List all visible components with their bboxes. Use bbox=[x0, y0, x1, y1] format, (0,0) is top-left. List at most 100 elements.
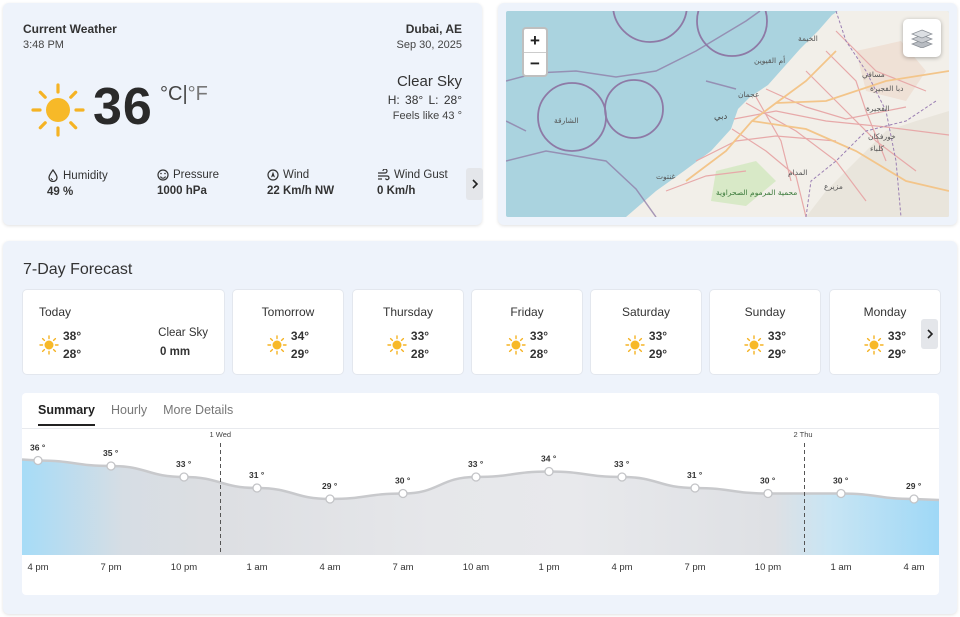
temperature-value-label: 33 ° bbox=[614, 459, 630, 469]
day-card-monday[interactable]: Monday 33° 29° bbox=[830, 290, 940, 374]
x-axis-label: 10 pm bbox=[171, 562, 197, 573]
wind-gust-label: Wind Gust bbox=[394, 169, 448, 181]
map-label-dubai: دبي bbox=[714, 112, 727, 122]
day-card-tomorrow[interactable]: Tomorrow 34° 29° bbox=[233, 290, 343, 374]
chevron-right-icon bbox=[471, 179, 478, 189]
temperature-value-label: 33 ° bbox=[176, 459, 192, 469]
low-temp: 29° bbox=[887, 347, 907, 361]
layers-button[interactable] bbox=[903, 19, 941, 57]
day-divider-label: 2 Thu bbox=[794, 430, 813, 439]
day-precipitation: 0 mm bbox=[160, 346, 191, 358]
temperature-point[interactable] bbox=[909, 494, 919, 504]
x-axis-label: 7 pm bbox=[100, 562, 121, 573]
chevron-right-icon bbox=[926, 329, 933, 339]
fahrenheit-unit[interactable]: °F bbox=[187, 83, 208, 105]
sun-icon bbox=[506, 335, 526, 355]
temperature-point[interactable] bbox=[763, 488, 773, 499]
x-axis-label: 1 am bbox=[246, 562, 267, 573]
current-weather-title: Current Weather bbox=[23, 22, 117, 36]
temperature-point[interactable] bbox=[252, 483, 262, 493]
map-label-ras-al-khaimah: الخيمة bbox=[798, 34, 818, 43]
x-axis-label: 4 pm bbox=[611, 562, 632, 573]
temperature-point[interactable] bbox=[617, 472, 627, 482]
tab-divider bbox=[22, 428, 939, 429]
map-label-hatta: مزيرع bbox=[824, 182, 843, 191]
high-temp: 38° bbox=[63, 329, 82, 343]
tab-summary[interactable]: Summary bbox=[38, 403, 95, 426]
forecast-next-button[interactable] bbox=[921, 319, 938, 349]
map-label-fujairah: الفجيرة bbox=[866, 104, 889, 113]
tab-more-details[interactable]: More Details bbox=[163, 403, 234, 417]
sun-icon bbox=[864, 335, 884, 355]
temperature-value-label: 36 ° bbox=[30, 443, 46, 453]
day-divider-label: 1 Wed bbox=[210, 430, 232, 439]
wind-label: Wind bbox=[283, 169, 310, 181]
x-axis-label: 10 am bbox=[463, 562, 489, 573]
temperature-point[interactable] bbox=[106, 461, 116, 471]
wind-icon bbox=[378, 169, 390, 181]
wind-stat: Wind 22 Km/h NW bbox=[267, 169, 334, 197]
stats-next-button[interactable] bbox=[466, 168, 483, 200]
city-name: Dubai, AE bbox=[405, 22, 462, 36]
map-view[interactable]: الشارقة دبي عجمان أم القيوين الخيمة مساف… bbox=[506, 11, 949, 217]
temperature-point[interactable] bbox=[179, 472, 189, 482]
humidity-label: Humidity bbox=[63, 169, 108, 182]
day-card-thursday[interactable]: Thursday 33° 28° bbox=[353, 290, 463, 374]
temperature-point[interactable] bbox=[398, 488, 408, 499]
high-temp: 33° bbox=[767, 329, 787, 343]
temperature-point[interactable] bbox=[325, 494, 335, 504]
zoom-in-button[interactable]: + bbox=[530, 30, 540, 50]
low-temp: 29° bbox=[290, 347, 310, 361]
current-weather-card: Current Weather 3:48 PM Dubai, AE Sep 30… bbox=[3, 3, 483, 225]
sun-icon bbox=[39, 335, 59, 355]
map-label-masafi: مسافي bbox=[862, 70, 885, 79]
high-low-text: H: 38° L: 28° bbox=[387, 93, 462, 107]
day-card-sunday[interactable]: Sunday 33° 29° bbox=[710, 290, 820, 374]
compass-icon bbox=[267, 169, 279, 181]
temperature-point[interactable] bbox=[471, 472, 481, 482]
day-card-friday[interactable]: Friday 33° 28° bbox=[472, 290, 582, 374]
x-axis-label: 7 am bbox=[392, 562, 413, 573]
low-temp: 28° bbox=[63, 347, 82, 361]
temperature-area bbox=[22, 459, 939, 555]
zoom-out-button[interactable]: − bbox=[524, 52, 546, 75]
high-temp: 33° bbox=[529, 329, 549, 343]
temperature-value-label: 29 ° bbox=[322, 481, 338, 491]
map-label-umm-al-quwain: أم القيوين bbox=[754, 55, 785, 65]
droplet-icon bbox=[48, 169, 58, 182]
temperature-value-label: 35 ° bbox=[103, 448, 119, 458]
high-temp: 33° bbox=[410, 329, 430, 343]
low-temp: 28° bbox=[529, 347, 549, 361]
sun-icon bbox=[31, 83, 85, 137]
low-temp: 29° bbox=[767, 347, 787, 361]
temperature-point[interactable] bbox=[544, 466, 554, 477]
current-date: Sep 30, 2025 bbox=[396, 39, 462, 51]
forecast-card: 7-Day Forecast Today 38° 28° Clear Sky 0 … bbox=[3, 241, 957, 614]
unit-separator: | bbox=[182, 83, 188, 105]
temperature-point[interactable] bbox=[33, 455, 43, 466]
layers-icon bbox=[911, 29, 933, 48]
tab-hourly[interactable]: Hourly bbox=[110, 403, 148, 417]
day-condition: Clear Sky bbox=[158, 327, 208, 339]
celsius-unit[interactable]: °C bbox=[160, 83, 183, 105]
high-temp: 34° bbox=[290, 329, 310, 343]
temperature-value-label: 30 ° bbox=[833, 476, 849, 486]
sun-icon bbox=[267, 335, 287, 355]
map-canvas[interactable]: الشارقة دبي عجمان أم القيوين الخيمة مساف… bbox=[506, 11, 949, 217]
temperature-point[interactable] bbox=[690, 483, 700, 493]
day-name: Sunday bbox=[744, 305, 786, 319]
temperature-value-label: 33 ° bbox=[468, 459, 484, 469]
x-axis-label: 4 am bbox=[319, 562, 340, 573]
day-card-saturday[interactable]: Saturday 33° 29° bbox=[591, 290, 701, 374]
forecast-title: 7-Day Forecast bbox=[23, 261, 133, 278]
day-name: Today bbox=[39, 305, 72, 319]
low-temp: 28° bbox=[410, 347, 430, 361]
temperature-value-label: 29 ° bbox=[906, 481, 922, 491]
day-name: Friday bbox=[510, 305, 544, 319]
day-card-today[interactable]: Today 38° 28° Clear Sky 0 mm bbox=[23, 290, 224, 374]
pressure-label: Pressure bbox=[173, 169, 220, 181]
day-name: Monday bbox=[863, 305, 907, 319]
map-label-kalba: كلباء bbox=[870, 144, 885, 153]
temperature-point[interactable] bbox=[836, 488, 846, 499]
unit-toggle[interactable]: °C|°F bbox=[160, 83, 208, 106]
